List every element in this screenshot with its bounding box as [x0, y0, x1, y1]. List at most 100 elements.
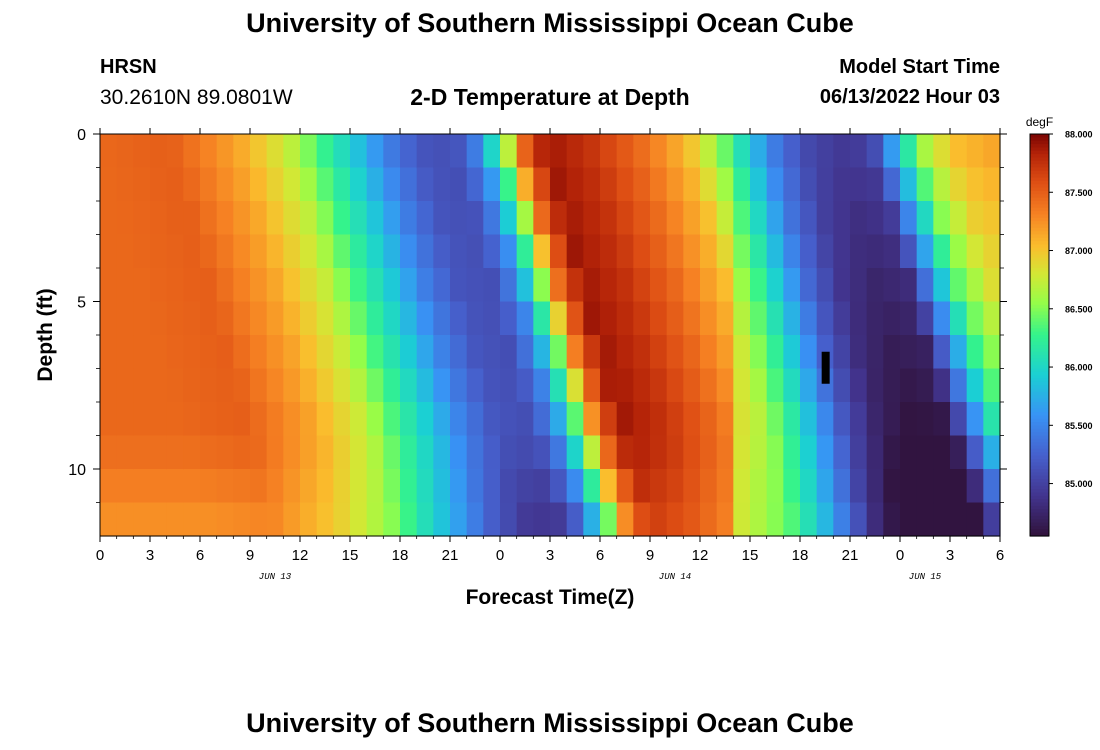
- heatmap-cell: [716, 234, 734, 269]
- heatmap-cell: [183, 234, 201, 269]
- colorbar-segment: [1030, 167, 1049, 172]
- heatmap-cell: [750, 435, 768, 470]
- heatmap-cell: [650, 435, 668, 470]
- heatmap-cell: [450, 201, 468, 236]
- heatmap-cell: [350, 301, 368, 336]
- heatmap-cell: [916, 402, 934, 437]
- heatmap-cell: [616, 402, 634, 437]
- date-label: JUN 15: [909, 572, 942, 582]
- colorbar-segment: [1030, 261, 1049, 266]
- heatmap-cell: [666, 234, 684, 269]
- heatmap-cell: [650, 268, 668, 303]
- heatmap-cell: [733, 234, 751, 269]
- heatmap-cell: [200, 435, 218, 470]
- heatmap-cell: [183, 201, 201, 236]
- heatmap-cell: [766, 368, 784, 403]
- heatmap-cell: [916, 301, 934, 336]
- heatmap-cell: [366, 469, 384, 504]
- heatmap-cell: [150, 502, 168, 537]
- heatmap-cell: [350, 167, 368, 202]
- heatmap-cell: [650, 234, 668, 269]
- heatmap-cell: [100, 435, 118, 470]
- heatmap-cell: [300, 335, 318, 370]
- heatmap-cell: [900, 301, 918, 336]
- heatmap-cell: [650, 134, 668, 169]
- heatmap-cell: [233, 167, 251, 202]
- heatmap-cell: [266, 469, 284, 504]
- page-title: University of Southern Mississippi Ocean…: [246, 8, 854, 38]
- heatmap-cell: [116, 335, 134, 370]
- heatmap-cell: [783, 268, 801, 303]
- heatmap-cell: [216, 402, 234, 437]
- colorbar-segment: [1030, 489, 1049, 494]
- heatmap-cell: [100, 301, 118, 336]
- heatmap-cell: [950, 134, 968, 169]
- heatmap-cell: [400, 502, 418, 537]
- heatmap-cell: [933, 368, 951, 403]
- heatmap-cell: [233, 201, 251, 236]
- heatmap-cell: [716, 502, 734, 537]
- heatmap-cell: [433, 134, 451, 169]
- heatmap-cell: [883, 335, 901, 370]
- colorbar-segment: [1030, 475, 1049, 480]
- colorbar-segment: [1030, 422, 1049, 427]
- heatmap-cell: [483, 402, 501, 437]
- heatmap-cell: [566, 234, 584, 269]
- heatmap-cell: [216, 435, 234, 470]
- heatmap-cell: [116, 167, 134, 202]
- heatmap-cell: [733, 301, 751, 336]
- heatmap-cell: [500, 301, 518, 336]
- heatmap-cell: [600, 234, 618, 269]
- heatmap-cell: [450, 368, 468, 403]
- heatmap-cell: [166, 167, 184, 202]
- heatmap-cell: [200, 402, 218, 437]
- heatmap-cell: [333, 268, 351, 303]
- heatmap-cell: [233, 502, 251, 537]
- heatmap-cell: [233, 402, 251, 437]
- colorbar-segment: [1030, 301, 1049, 306]
- heatmap-cell: [566, 469, 584, 504]
- heatmap-cell: [916, 435, 934, 470]
- heatmap-cell: [683, 368, 701, 403]
- heatmap-cell: [483, 134, 501, 169]
- heatmap-cell: [966, 368, 984, 403]
- heatmap-cell: [666, 502, 684, 537]
- heatmap-cell: [866, 435, 884, 470]
- heatmap-cell: [833, 335, 851, 370]
- heatmap-cell: [916, 469, 934, 504]
- colorbar-tick-label: 86.500: [1065, 304, 1093, 314]
- colorbar-segment: [1030, 472, 1049, 477]
- heatmap-cell: [400, 469, 418, 504]
- heatmap-cell: [283, 368, 301, 403]
- heatmap-cell: [950, 435, 968, 470]
- colorbar-segment: [1030, 164, 1049, 169]
- colorbar-segment: [1030, 438, 1049, 443]
- heatmap-cell: [333, 335, 351, 370]
- heatmap-cell: [733, 368, 751, 403]
- heatmap-cell: [833, 167, 851, 202]
- heatmap-cell: [866, 368, 884, 403]
- heatmap-cell: [483, 368, 501, 403]
- heatmap-cell: [283, 167, 301, 202]
- heatmap-cell: [816, 268, 834, 303]
- heatmap-cell: [900, 167, 918, 202]
- heatmap-cell: [183, 435, 201, 470]
- heatmap-cell: [466, 268, 484, 303]
- heatmap-cell: [850, 301, 868, 336]
- heatmap-cell: [300, 402, 318, 437]
- colorbar-segment: [1030, 412, 1049, 416]
- heatmap-cell: [433, 234, 451, 269]
- x-tick-label: 0: [496, 547, 504, 564]
- heatmap-cell: [733, 502, 751, 537]
- heatmap-cell: [933, 335, 951, 370]
- heatmap-cell: [716, 435, 734, 470]
- heatmap-cell: [133, 402, 151, 437]
- colorbar-segment: [1030, 368, 1049, 373]
- heatmap-cell: [933, 268, 951, 303]
- heatmap-cell: [866, 402, 884, 437]
- colorbar-segment: [1030, 445, 1049, 450]
- colorbar-segment: [1030, 482, 1049, 487]
- heatmap-cell: [650, 201, 668, 236]
- heatmap-cell: [150, 402, 168, 437]
- heatmap-cell: [983, 201, 1001, 236]
